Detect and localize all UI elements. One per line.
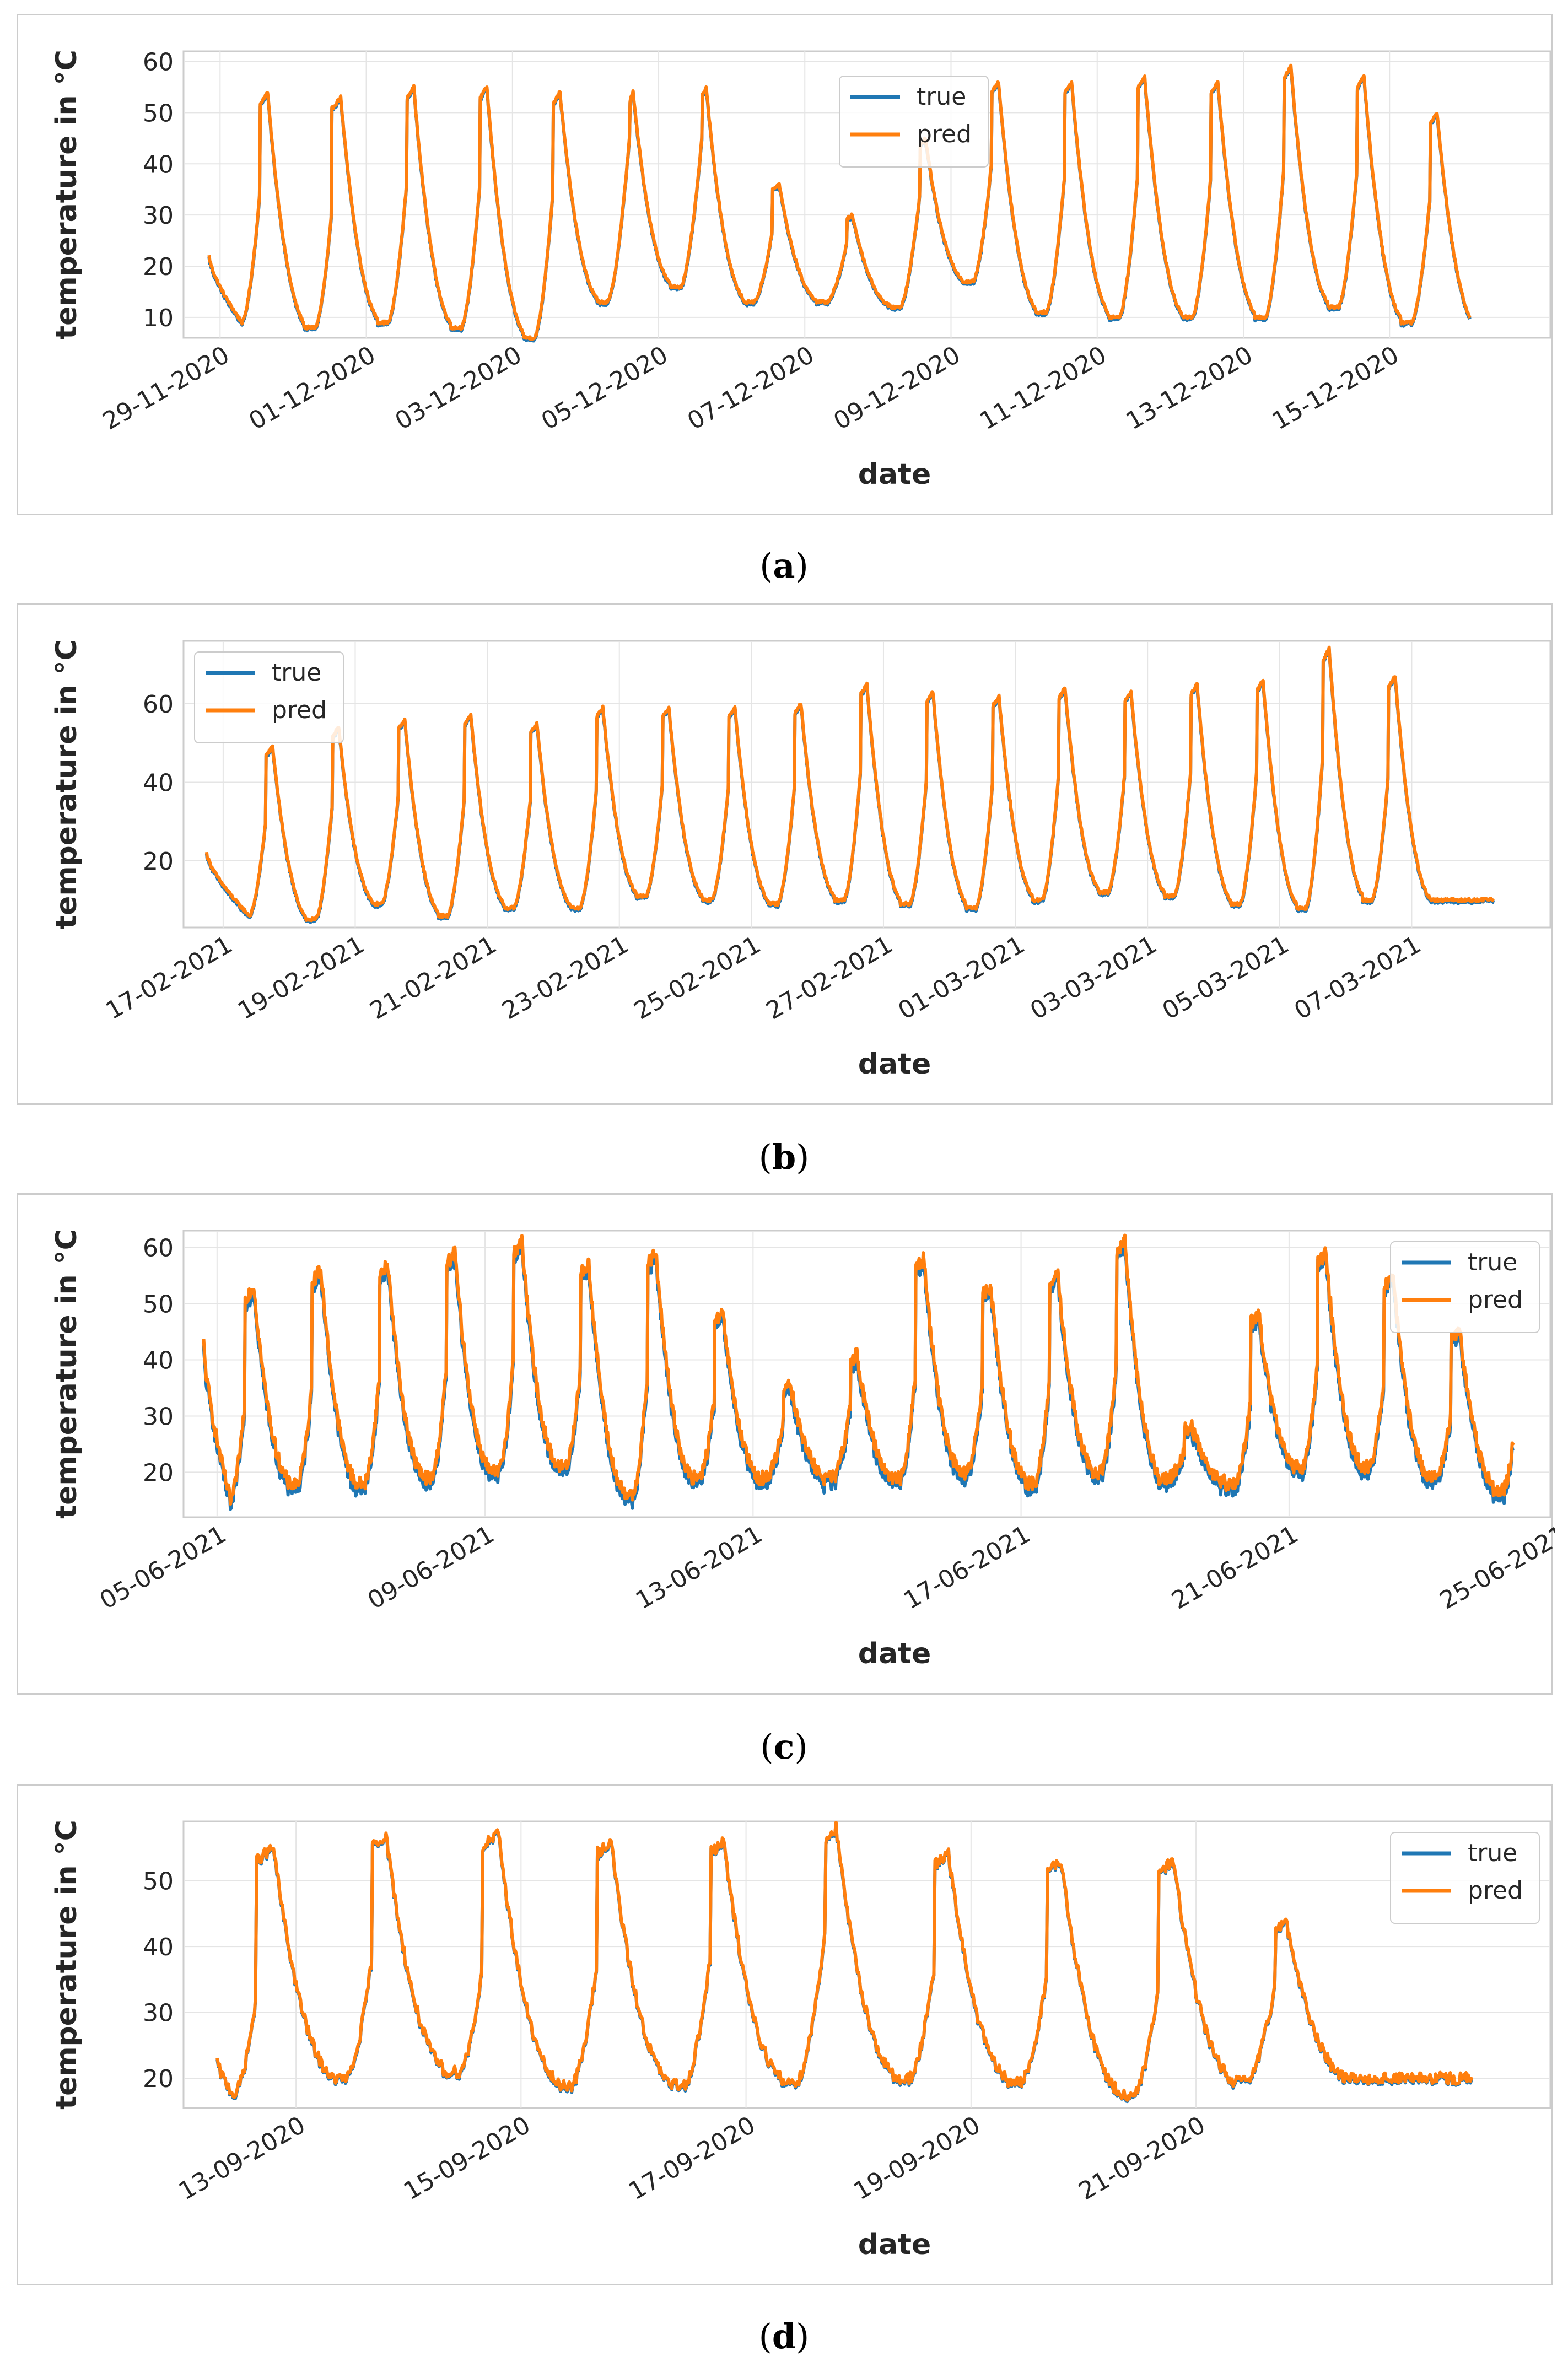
x-tick-label: 03-03-2021	[1026, 930, 1162, 1025]
legend: true pred	[1390, 1832, 1540, 1924]
chart-panel-b: 20 40 60 17-02-2021 19-02-2021 21-02-2021 23-0…	[17, 603, 1553, 1105]
legend: true pred	[839, 76, 989, 168]
x-tick-label: 25-02-2021	[629, 930, 766, 1025]
x-tick-label: 19-02-2021	[233, 930, 369, 1025]
y-tick-label: 50	[143, 1868, 174, 1896]
x-axis-label: date	[858, 2228, 931, 2261]
series-line-pred	[207, 63, 1472, 341]
x-tick-label: 21-06-2021	[1167, 1520, 1303, 1615]
legend: true pred	[194, 651, 344, 743]
caption-c: (c)	[760, 1727, 808, 1767]
caption-b: (b)	[758, 1137, 810, 1177]
x-tick-label: 27-02-2021	[761, 930, 897, 1025]
y-tick-label: 20	[143, 1459, 174, 1487]
x-axis-label: date	[858, 1048, 931, 1081]
plot-area-c	[182, 1230, 1551, 1518]
x-tick-label: 05-12-2020	[537, 341, 673, 435]
x-tick-label: 07-03-2021	[1290, 930, 1426, 1025]
y-tick-label: 40	[143, 1347, 174, 1375]
y-tick-label: 30	[143, 202, 174, 230]
series-line-pred	[204, 645, 1495, 923]
chart-svg-c: 20 30 40 50 60 05-06-2021 09-06-2021 13-06-2021…	[50, 1229, 1555, 1670]
x-tick-label: 21-02-2021	[365, 930, 502, 1025]
legend-label-true: true	[917, 83, 966, 111]
x-tick-label: 17-02-2021	[101, 930, 237, 1025]
chart-panel-c: 20 30 40 50 60 05-06-2021 09-06-2021 13-06-2021…	[17, 1193, 1555, 1695]
y-tick-label: 30	[143, 1999, 174, 2027]
x-tick-label: 09-06-2021	[363, 1520, 499, 1615]
y-tick-label: 20	[143, 2065, 174, 2093]
x-tick-label: 21-09-2020	[1074, 2111, 1210, 2206]
x-tick-label: 03-12-2020	[390, 341, 526, 435]
chart-svg-d: 20 30 40 50 13-09-2020 15-09-2020 17-09-2020 19…	[50, 1820, 1551, 2261]
chart-panel-a: 10 20 30 40 50 60 29-11-2020 01-12-2020 03-12-20…	[17, 14, 1553, 515]
series-line-pred	[202, 1233, 1515, 1506]
chart-svg-a: 10 20 30 40 50 60 29-11-2020 01-12-2020 03-12-20…	[50, 48, 1551, 491]
x-tick-label: 13-09-2020	[174, 2111, 310, 2206]
y-tick-label: 10	[143, 304, 174, 332]
legend-label-true: true	[1468, 1248, 1517, 1276]
y-tick-label: 40	[143, 150, 174, 179]
caption-a: (a)	[759, 546, 809, 586]
caption-d: (d)	[758, 2316, 810, 2357]
chart-panel-d: 20 30 40 50 13-09-2020 15-09-2020 17-09-2020 19…	[17, 1784, 1553, 2285]
y-tick-label: 20	[143, 253, 174, 281]
y-tick-label: 20	[143, 848, 174, 876]
x-tick-label: 13-06-2021	[631, 1520, 767, 1615]
x-tick-label: 09-12-2020	[829, 341, 965, 435]
legend-label-pred: pred	[272, 696, 327, 724]
legend: true pred	[1390, 1241, 1540, 1333]
y-tick-label: 40	[143, 1933, 174, 1961]
x-tick-label: 23-02-2021	[497, 930, 633, 1025]
legend-label-pred: pred	[1468, 1286, 1523, 1314]
x-tick-label: 01-03-2021	[893, 930, 1030, 1025]
x-tick-label: 17-06-2021	[899, 1520, 1035, 1615]
x-tick-label: 15-12-2020	[1268, 341, 1404, 435]
y-tick-label: 50	[143, 1291, 174, 1319]
y-tick-label: 60	[143, 1234, 174, 1263]
x-tick-label: 05-06-2021	[95, 1520, 231, 1615]
y-tick-label: 60	[143, 48, 174, 77]
chart-svg-b: 20 40 60 17-02-202119-02-202121-02-202123-0…	[50, 639, 1551, 1081]
y-tick-label: 60	[143, 691, 174, 719]
legend-label-pred: pred	[917, 120, 972, 148]
legend-label-pred: pred	[1468, 1876, 1523, 1905]
x-tick-label: 13-12-2020	[1122, 341, 1258, 435]
y-axis-label: temperature in °C	[50, 50, 83, 339]
y-tick-label: 40	[143, 769, 174, 797]
y-axis-label: temperature in °C	[50, 639, 83, 929]
x-tick-label: 01-12-2020	[244, 341, 380, 435]
x-tick-label: 11-12-2020	[975, 341, 1111, 435]
x-tick-label: 07-12-2020	[683, 341, 819, 435]
y-axis-label: temperature in °C	[50, 1820, 83, 2110]
series-line-pred	[215, 1821, 1473, 2102]
x-tick-label: 05-03-2021	[1157, 930, 1294, 1025]
x-tick-label: 17-09-2020	[624, 2111, 760, 2206]
x-axis-label: date	[858, 458, 931, 491]
x-axis-label: date	[858, 1637, 931, 1670]
x-tick-label: 29-11-2020	[98, 341, 234, 435]
legend-label-true: true	[1468, 1839, 1517, 1867]
x-tick-label: 15-09-2020	[399, 2111, 535, 2206]
legend-label-true: true	[272, 659, 321, 687]
y-axis-label: temperature in °C	[50, 1229, 83, 1519]
x-tick-label: 25-06-2021	[1435, 1520, 1555, 1615]
y-tick-label: 30	[143, 1403, 174, 1431]
x-tick-label: 19-09-2020	[849, 2111, 985, 2206]
y-tick-label: 50	[143, 99, 174, 127]
plot-area-d	[182, 1820, 1551, 2109]
